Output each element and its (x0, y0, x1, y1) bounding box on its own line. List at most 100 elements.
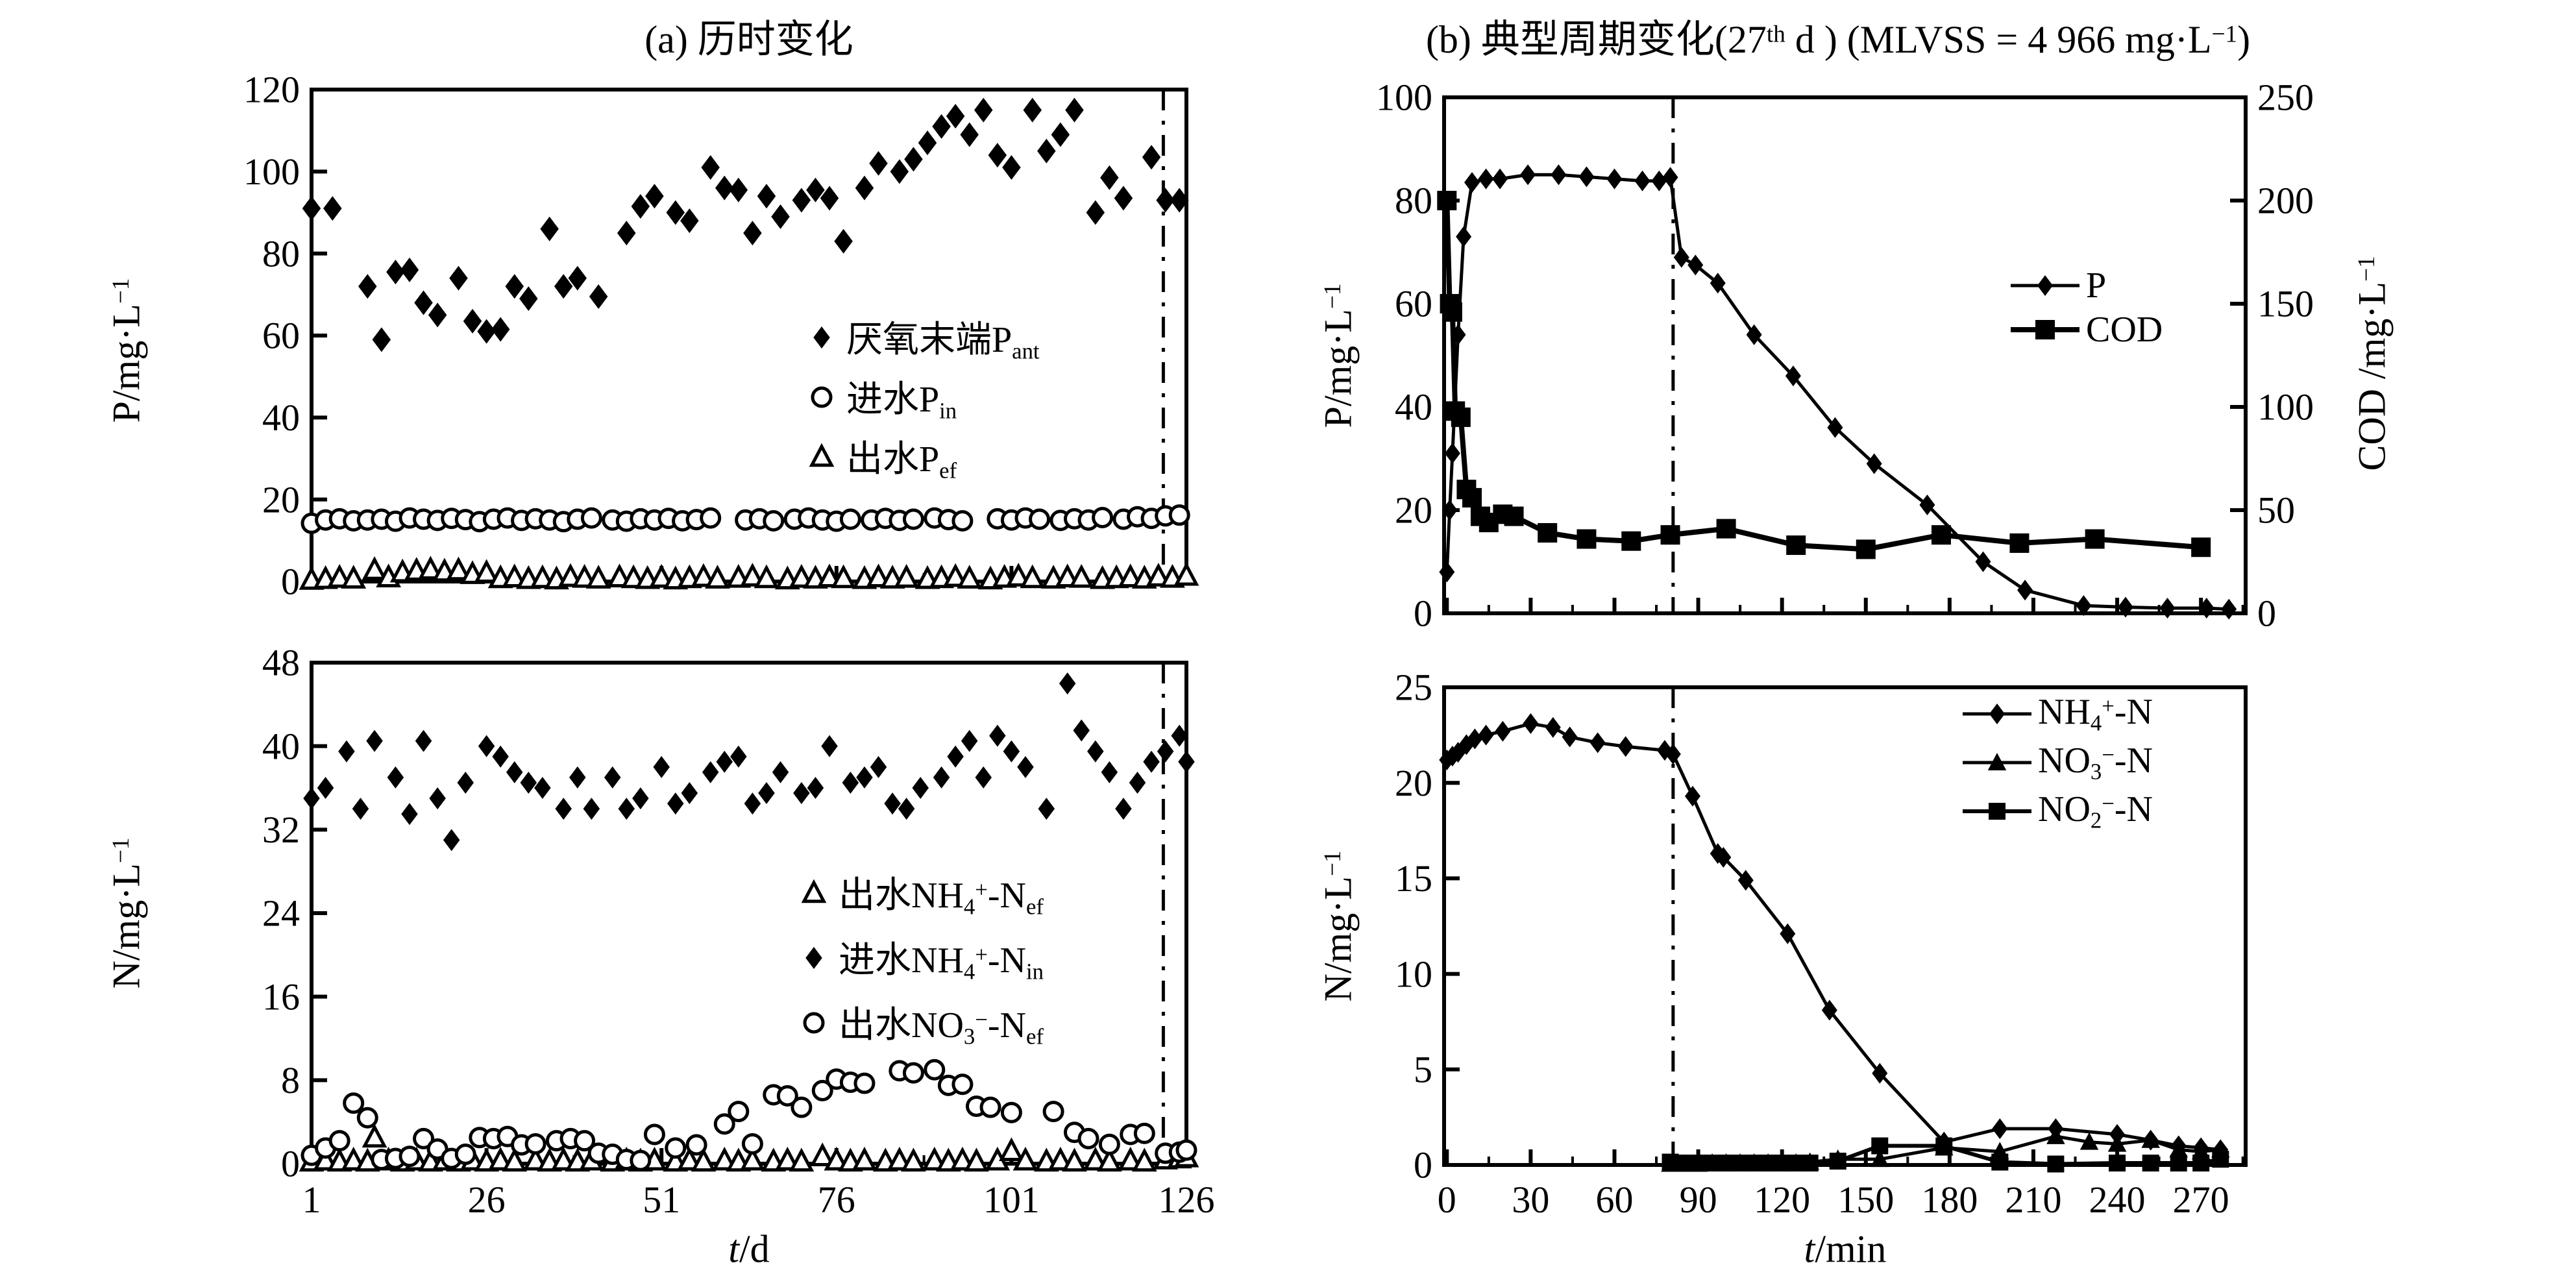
x-tick-label: 120 (1754, 1179, 1810, 1221)
chart-a1: 0 20 40 60 80 100 120 (243, 69, 1199, 603)
y-tick-label: 15 (1395, 857, 1432, 900)
y-tick-label: 20 (1395, 762, 1432, 804)
legend-label: 出水Pef (846, 439, 957, 484)
chart-b2-y-axis-label: N/mg·L−1 (1316, 850, 1360, 1002)
chart-b1-legend: P COD (2009, 263, 2163, 352)
legend-item-NO2-N: NO2−-N (1961, 787, 2153, 835)
legend-label: NH4+-N (2038, 691, 2153, 736)
chart-a2-legend: 出水NH4+-Nef 进水NH4+-Nin 出水NO3−-Nef (797, 861, 1044, 1055)
square-line-icon (1961, 793, 2038, 829)
legend-label: NO2−-N (2038, 789, 2153, 833)
y2-tick-label: 200 (2257, 180, 2314, 222)
diamond-line-icon (2009, 267, 2086, 304)
x-tick-label: 101 (983, 1179, 1040, 1221)
y2-tick-label: 0 (2257, 593, 2276, 635)
chart-a2-series-influent-NH4-N (303, 672, 1195, 851)
diamond-line-icon (1961, 696, 2038, 732)
chart-b1-left-y-axis-label: P/mg·L−1 (1316, 283, 1360, 428)
legend-label: 厌氧末端Pant (846, 320, 1040, 364)
legend-label: COD (2086, 310, 2163, 350)
legend-item-COD: COD (2009, 308, 2163, 352)
legend-label: 出水NO3−-Nef (839, 1005, 1044, 1049)
chart-b1: 0 20 40 60 80 100 0 50 100 150 200 250 (1376, 77, 2314, 635)
x-tick-label: 76 (818, 1179, 855, 1221)
y-tick-label: 48 (262, 642, 300, 684)
chart-a2-frame (310, 661, 1188, 1166)
legend-label: 出水NH4+-Nef (839, 876, 1044, 920)
chart-a2-x-axis-label: t/d (728, 1227, 770, 1271)
x-tick-label: 60 (1595, 1179, 1633, 1221)
legend-label: 进水Pin (846, 380, 957, 424)
legend-label: 进水NH4+-Nin (839, 940, 1044, 985)
circle-open-icon (805, 379, 846, 415)
y2-tick-label: 150 (2257, 283, 2314, 325)
chart-b2-legend: NH4+-N NO3−-N NO2−-N (1961, 689, 2153, 835)
x-tick-label: 210 (2005, 1179, 2061, 1221)
y-tick-label: 100 (243, 151, 300, 193)
x-tick-label: 30 (1512, 1179, 1549, 1221)
y-tick-label: 16 (262, 975, 300, 1018)
y-tick-label: 60 (262, 315, 300, 357)
x-tick-label: 150 (1837, 1179, 1894, 1221)
legend-item-effluent-NO3-N: 出水NO3−-Nef (797, 990, 1044, 1055)
triangle-open-icon (805, 439, 846, 475)
x-tick-label: 270 (2173, 1179, 2229, 1221)
panel-b-title: (b) 典型周期变化(27th d ) (MLVSS = 4 966 mg·L−… (1425, 18, 2251, 61)
chart-a1-frame (310, 88, 1188, 583)
legend-label: NO3−-N (2038, 740, 2153, 785)
chart-b1-frame (1442, 95, 2248, 615)
legend-item-NH4-N: NH4+-N (1961, 689, 2153, 738)
y-tick-label: 60 (1395, 283, 1432, 325)
legend-item-effluent-P: 出水Pef (805, 427, 1040, 487)
x-tick-label: 0 (1438, 1179, 1456, 1221)
y-tick-label: 40 (262, 397, 300, 439)
y-tick-label: 10 (1395, 953, 1432, 995)
legend-item-NO3-N: NO3−-N (1961, 738, 2153, 787)
chart-b1-series-COD (1437, 191, 2211, 559)
chart-b2-x-axis-label: t/min (1804, 1227, 1887, 1271)
chart-b2: 0 5 10 15 20 25 0 30 60 90 120 150 180 210 240 270 (1395, 667, 2248, 1221)
y-tick-label: 120 (243, 69, 300, 111)
legend-item-influent-NH4-N: 进水NH4+-Nin (797, 925, 1044, 990)
chart-a1-series-influent-P (301, 504, 1190, 534)
y-tick-label: 40 (262, 725, 300, 767)
triangle-open-icon (797, 875, 839, 911)
y-tick-label: 24 (262, 892, 300, 935)
y-tick-label: 8 (281, 1059, 300, 1101)
legend-label: P (2086, 265, 2107, 306)
chart-a2-series-effluent-NO3-N (301, 1059, 1197, 1171)
triangle-line-icon (1961, 744, 2038, 781)
y-tick-label: 5 (1414, 1049, 1432, 1091)
chart-a1-series-effluent-P (299, 556, 1199, 590)
y-tick-label: 40 (1395, 386, 1432, 428)
y-tick-label: 32 (262, 809, 300, 851)
diamond-filled-icon (797, 940, 839, 976)
legend-item-P: P (2009, 263, 2163, 308)
y-tick-label: 80 (1395, 180, 1432, 222)
panel-a-title: (a) 历时变化 (644, 18, 853, 61)
chart-b2-series-NO2-N (1662, 1137, 2229, 1173)
diamond-filled-icon (805, 319, 846, 356)
chart-a1-legend: 厌氧末端Pant 进水Pin 出水Pef (805, 308, 1040, 487)
circle-open-icon (797, 1005, 839, 1041)
y-tick-label: 80 (262, 232, 300, 275)
chart-a1-series-anaerobic-end-P (302, 97, 1189, 352)
y2-tick-label: 50 (2257, 489, 2295, 532)
x-tick-label: 1 (302, 1179, 321, 1221)
chart-a2-y-axis-label: N/mg·L−1 (104, 837, 148, 989)
legend-item-influent-P: 进水Pin (805, 367, 1040, 427)
x-tick-label: 126 (1159, 1179, 1215, 1221)
legend-item-effluent-NH4-N: 出水NH4+-Nef (797, 861, 1044, 925)
y-tick-label: 0 (281, 1143, 300, 1185)
chart-b1-series-P (1439, 164, 2237, 620)
y-tick-label: 0 (281, 561, 300, 603)
y-tick-label: 20 (1395, 489, 1432, 532)
x-tick-label: 26 (468, 1179, 506, 1221)
x-tick-label: 240 (2089, 1179, 2146, 1221)
y2-tick-label: 100 (2257, 386, 2314, 428)
y-tick-label: 25 (1395, 667, 1432, 709)
square-line-icon (2009, 312, 2086, 348)
